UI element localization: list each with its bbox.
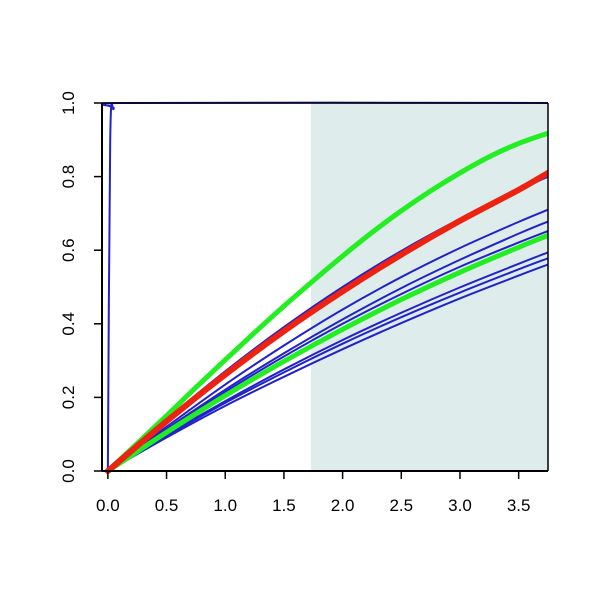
x-axis: 0.0 0.5 1.0 1.5 2.0 2.5 3.0 3.5 [96,471,530,515]
x-tick-label: 1.0 [213,496,237,515]
x-tick-label: 3.5 [507,496,531,515]
series-line-blue-2 [106,208,548,472]
series-line-blue-6 [106,257,548,472]
x-tick-label: 3.0 [448,496,472,515]
series-line-green-9 [105,232,548,474]
series-line-blue-7 [106,263,548,472]
plot-area [101,101,549,474]
y-tick-label: 0.2 [59,386,78,410]
y-tick-label: 1.0 [59,91,78,115]
series-line-green-8 [105,130,548,474]
y-tick-label: 0.0 [59,459,78,483]
y-tick-label: 0.4 [59,312,78,336]
y-tick-label: 0.6 [59,238,78,262]
x-tick-label: 2.5 [389,496,413,515]
x-tick-label: 1.5 [272,496,296,515]
x-tick-label: 0.0 [96,496,120,515]
y-axis: 0.0 0.2 0.4 0.6 0.8 1.0 [59,91,102,483]
x-tick-label: 2.0 [331,496,355,515]
series-line-red-10 [104,169,548,474]
x-tick-label: 0.5 [155,496,179,515]
series-line-blue-5 [106,251,548,472]
y-tick-label: 0.8 [59,165,78,189]
series-line-blue-4 [106,220,548,472]
series-group [102,101,548,474]
